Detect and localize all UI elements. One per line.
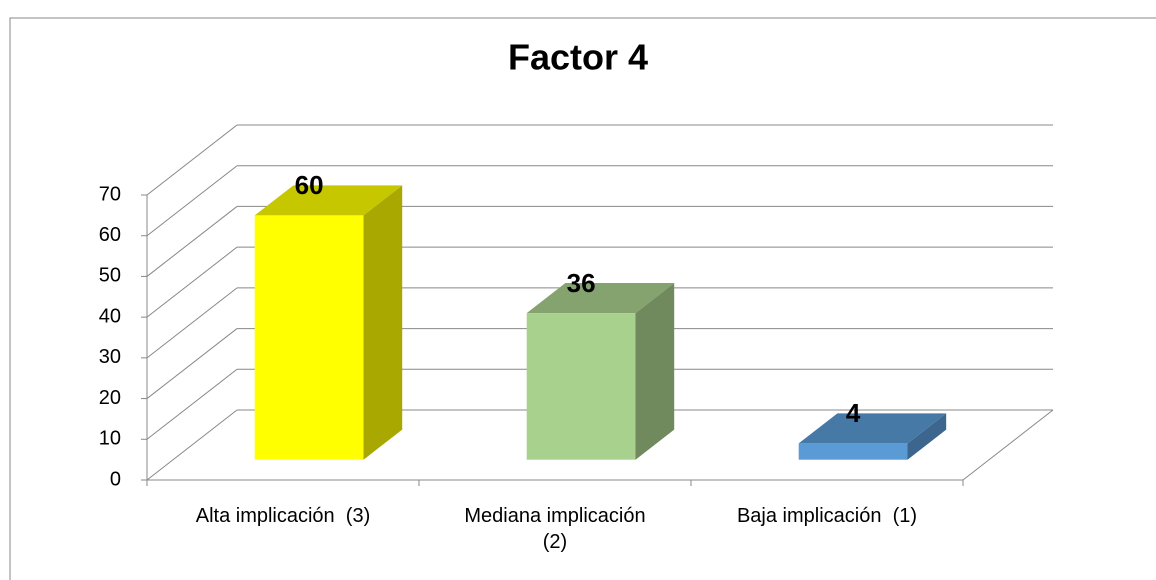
bar-top (254, 185, 403, 216)
y-tick-label: 60 (99, 224, 121, 246)
grid-line (146, 206, 238, 277)
grid-line (146, 287, 238, 359)
x-tick-label: Mediana implicación (2) (464, 505, 652, 553)
chart-border (9, 17, 1156, 580)
data-label: 60 (295, 170, 324, 200)
floor-edge (962, 409, 1054, 481)
bar (254, 215, 364, 460)
data-label: 36 (567, 268, 596, 298)
x-tick-label: Alta implicación (3) (195, 505, 371, 527)
chart-title: Factor 4 (508, 37, 648, 78)
y-tick-label: 20 (99, 387, 121, 409)
y-tick-label: 50 (99, 265, 121, 287)
bar-top (526, 283, 675, 314)
x-tick-label: Baja implicación (1) (736, 505, 918, 527)
grid-line (146, 124, 238, 196)
y-tick-label: 0 (110, 468, 121, 490)
bar (526, 313, 636, 460)
grid-line (146, 409, 238, 481)
y-tick-label: 70 (99, 183, 121, 205)
bar-side (635, 283, 675, 460)
bar-top (798, 413, 947, 444)
bar-side (363, 185, 403, 460)
y-tick-label: 30 (99, 346, 121, 368)
bar-side (907, 413, 947, 460)
y-tick-label: 40 (99, 305, 121, 327)
grid-line (146, 165, 238, 237)
bar (798, 443, 908, 460)
grid-line (146, 368, 238, 440)
data-label: 4 (846, 398, 861, 428)
y-tick-label: 10 (99, 428, 121, 450)
grid-line (146, 246, 238, 318)
grid-line (146, 328, 238, 399)
